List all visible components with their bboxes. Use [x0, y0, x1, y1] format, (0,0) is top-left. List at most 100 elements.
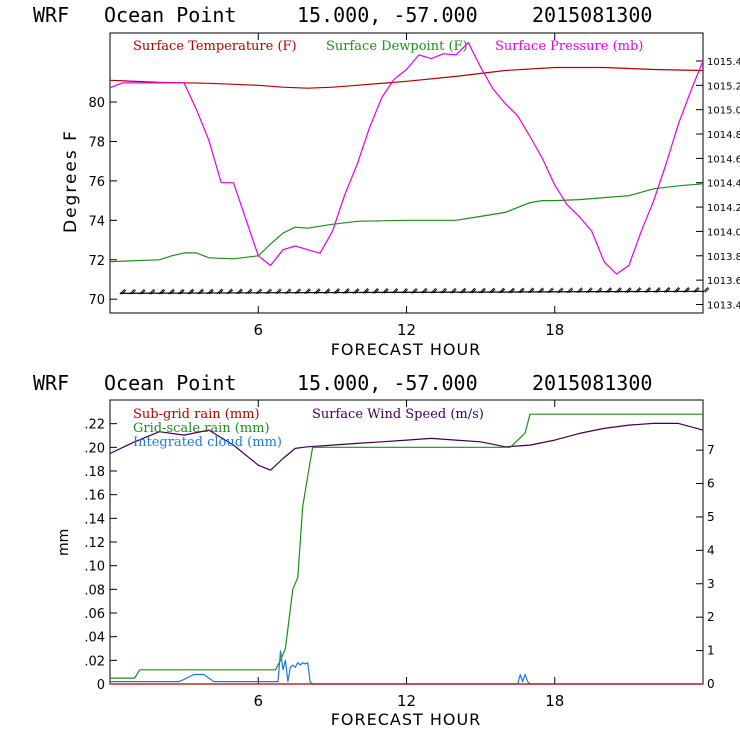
top-wind-barb-baseline: [119, 290, 704, 294]
top-legend-temperature: Surface Temperature (F): [133, 39, 297, 54]
bot-y-right-tick-label: 3: [707, 577, 715, 591]
top-wind-barb: [381, 288, 389, 294]
bottom-header-model: WRF: [33, 371, 69, 395]
top-y-left-tick-label: 72: [88, 254, 105, 269]
bottom-legend-wind-speed: Surface Wind Speed (m/s): [312, 407, 484, 422]
top-wind-barb: [226, 288, 234, 295]
top-wind-barb: [129, 288, 136, 295]
top-y-right-tick-label: 1014.8: [707, 130, 740, 141]
top-wind-barb: [207, 288, 214, 295]
top-wind-barb: [304, 288, 311, 294]
top-x-axis-label: FORECAST HOUR: [331, 340, 482, 359]
top-wind-barb: [197, 288, 204, 295]
bot-y-right-tick-label: 1: [707, 644, 715, 658]
bot-y-left-tick-label: 0: [97, 678, 105, 693]
top-wind-barb: [138, 288, 146, 295]
bot-y-left-tick-label: .18: [84, 465, 105, 480]
top-wind-barb: [479, 287, 486, 294]
top-y-right-tick-label: 1014.0: [707, 227, 740, 238]
bottom-x-axis-label: FORECAST HOUR: [331, 710, 482, 729]
bot-y-left-tick-label: .02: [84, 654, 105, 669]
top-wind-barb: [663, 287, 671, 293]
top-legend-pressure: Surface Pressure (mb): [495, 39, 643, 54]
top-wind-barb: [634, 287, 642, 293]
top-y-left-tick-label: 78: [88, 135, 105, 150]
top-wind-barb: [469, 287, 477, 294]
top-wind-barb: [673, 287, 681, 293]
top-wind-barb: [148, 288, 156, 295]
top-wind-barb: [333, 288, 341, 294]
top-y-left-tick-label: 74: [88, 214, 105, 229]
top-header-model: WRF: [33, 3, 69, 27]
top-wind-barb: [119, 288, 127, 295]
top-wind-barb: [527, 287, 535, 294]
top-header-coords: 15.000, -57.000: [297, 3, 478, 27]
bot-y-right-tick-label: 0: [707, 677, 715, 691]
top-wind-barb: [177, 288, 185, 295]
top-wind-barb: [624, 287, 632, 293]
top-y-right-tick-label: 1015.4: [707, 57, 740, 68]
bot-y-left-tick-label: .22: [84, 418, 105, 433]
top-x-tick-label: 12: [397, 321, 416, 339]
bot-series-integrated-cloud-mm: [110, 650, 703, 685]
top-wind-barb: [372, 288, 379, 294]
top-wind-barb: [440, 287, 447, 294]
top-y-right-tick-label: 1015.2: [707, 81, 740, 92]
top-series-surface-temperature-f: [109, 66, 704, 89]
bottom-header: WRF Ocean Point 15.000, -57.000 20150813…: [33, 371, 652, 395]
top-y-right-tick-label: 1013.4: [707, 300, 740, 311]
top-wind-barb: [275, 288, 282, 295]
bot-y-left-tick-label: .08: [84, 583, 105, 598]
top-wind-barb: [391, 287, 399, 294]
bot-y-right-tick-label: 5: [707, 510, 715, 524]
top-wind-barb: [537, 287, 545, 294]
top-y-right-tick-label: 1013.8: [707, 252, 740, 263]
top-wind-barb: [595, 287, 603, 294]
top-wind-barb: [362, 288, 370, 294]
top-y-left-tick-label: 76: [88, 175, 105, 190]
top-wind-barb: [556, 287, 564, 294]
top-wind-barb: [245, 288, 253, 295]
top-wind-barb: [702, 286, 710, 293]
top-wind-barb: [605, 287, 613, 293]
top-y-right-tick-label: 1014.4: [707, 179, 740, 190]
top-wind-barb: [488, 287, 496, 294]
top-y-right-tick-label: 1015.0: [707, 106, 740, 117]
bot-y-left-tick-label: .20: [84, 441, 105, 456]
top-wind-barb: [547, 287, 554, 294]
bot-y-left-tick-label: .12: [84, 536, 105, 551]
bot-series-surface-wind-speed-m-s: [109, 422, 704, 471]
top-wind-barb: [566, 287, 574, 294]
top-wind-barb: [168, 288, 175, 295]
top-wind-barb: [343, 288, 350, 294]
top-chart: 6 12 18 70 72 74 76 78 80 1013.4 1013.6 1013.8 101…: [61, 32, 740, 359]
top-legend-dewpoint: Surface Dewpoint (F): [326, 39, 468, 54]
top-header-init: 2015081300: [532, 3, 652, 27]
bot-y-right-tick-label: 7: [707, 443, 715, 457]
top-wind-barb: [586, 287, 593, 294]
bottom-header-location: Ocean Point: [104, 371, 236, 395]
top-wind-barb: [498, 287, 506, 294]
bottom-y-axis-label: mm: [56, 529, 72, 556]
top-wind-barb: [216, 288, 224, 295]
top-y-right-tick-label: 1014.6: [707, 154, 740, 165]
top-wind-barb: [508, 287, 515, 294]
top-wind-barb: [692, 286, 700, 293]
top-wind-barb: [615, 287, 622, 293]
top-wind-barb: [401, 287, 409, 294]
bottom-header-coords: 15.000, -57.000: [297, 371, 478, 395]
bot-x-tick-label: 6: [253, 692, 263, 710]
top-wind-barb: [284, 288, 292, 295]
bot-x-tick-label: 18: [545, 692, 564, 710]
top-wind-barb: [187, 288, 195, 295]
top-y-right-tick-label: 1014.2: [707, 203, 740, 214]
top-x-tick-label: 18: [545, 321, 564, 339]
bot-y-left-tick-label: .16: [84, 489, 105, 504]
top-wind-barb: [323, 288, 331, 294]
bot-y-right-tick-label: 4: [707, 543, 715, 557]
bot-y-right-tick-label: 2: [707, 610, 715, 624]
top-y-left-tick-label: 70: [88, 293, 105, 308]
top-y-left-tick-label: 80: [88, 96, 105, 111]
top-wind-barb: [411, 287, 418, 294]
top-wind-barb: [294, 288, 302, 295]
